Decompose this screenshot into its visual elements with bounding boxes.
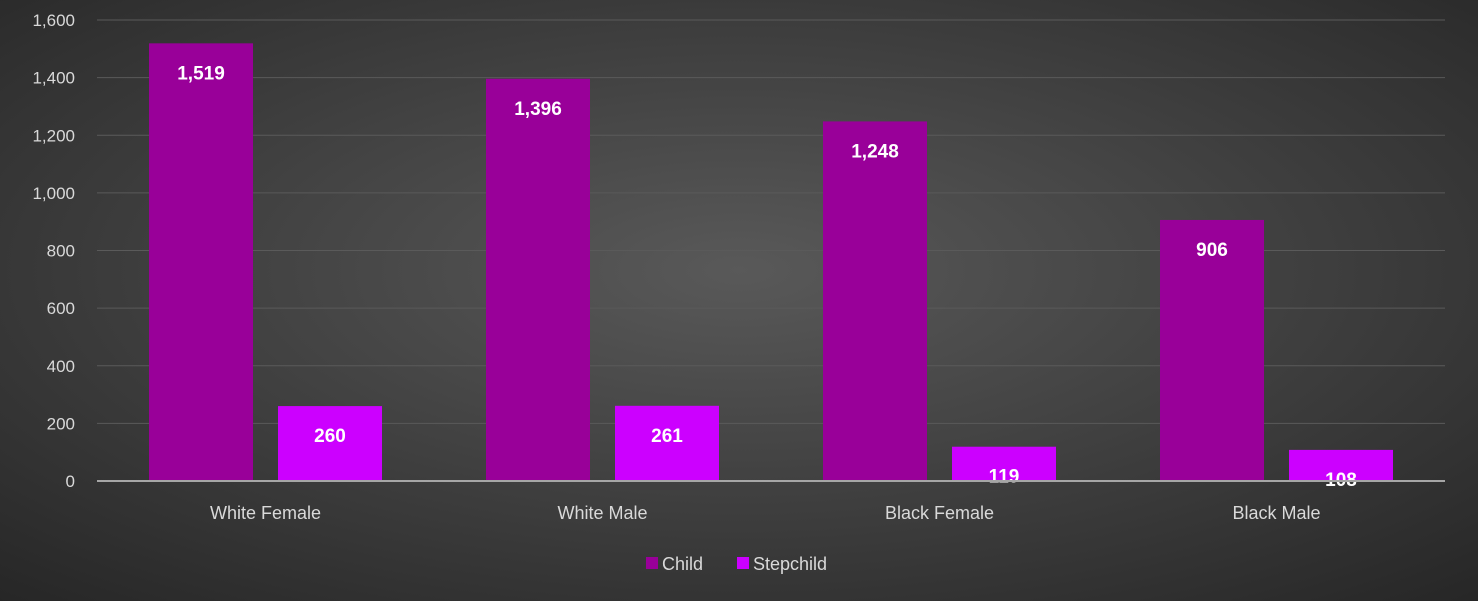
legend: Child Stepchild: [646, 554, 827, 574]
y-tick-label: 0: [66, 472, 75, 491]
y-tick-label: 600: [47, 299, 75, 318]
bar-stepchild: [615, 405, 719, 481]
bar-stepchild: [278, 406, 382, 481]
data-label: 1,248: [851, 141, 899, 162]
x-category-label: White Male: [557, 503, 647, 523]
bar-child: [1160, 219, 1264, 482]
bars: [149, 43, 1393, 482]
y-axis-tick-labels: 0 200 400 600 800 1,000 1,200 1,400 1,600: [32, 11, 75, 491]
bar-stepchild: [1289, 449, 1393, 481]
y-tick-label: 1,400: [32, 69, 75, 88]
x-category-label: White Female: [210, 503, 321, 523]
y-tick-label: 1,000: [32, 184, 75, 203]
legend-swatch-stepchild: [737, 557, 749, 569]
bar-child: [823, 121, 927, 482]
x-category-label: Black Female: [885, 503, 994, 523]
bar-stepchild: [952, 446, 1056, 481]
y-tick-label: 1,600: [32, 11, 75, 30]
x-axis-category-labels: White Female White Male Black Female Black …: [210, 503, 1321, 523]
y-tick-label: 200: [47, 414, 75, 433]
data-label: 260: [314, 426, 346, 447]
y-tick-label: 800: [47, 242, 75, 261]
legend-label-child: Child: [662, 554, 703, 574]
bar-child: [149, 43, 253, 481]
data-label: 261: [651, 426, 683, 447]
data-label: 1,396: [514, 99, 562, 120]
y-tick-label: 400: [47, 357, 75, 376]
data-label: 119: [989, 467, 1020, 488]
data-label: 906: [1196, 240, 1228, 261]
bar-child: [486, 78, 590, 481]
y-tick-label: 1,200: [32, 126, 75, 145]
x-category-label: Black Male: [1232, 503, 1320, 523]
legend-label-stepchild: Stepchild: [753, 554, 827, 574]
data-label: 1,519: [177, 63, 225, 84]
legend-swatch-child: [646, 557, 658, 569]
